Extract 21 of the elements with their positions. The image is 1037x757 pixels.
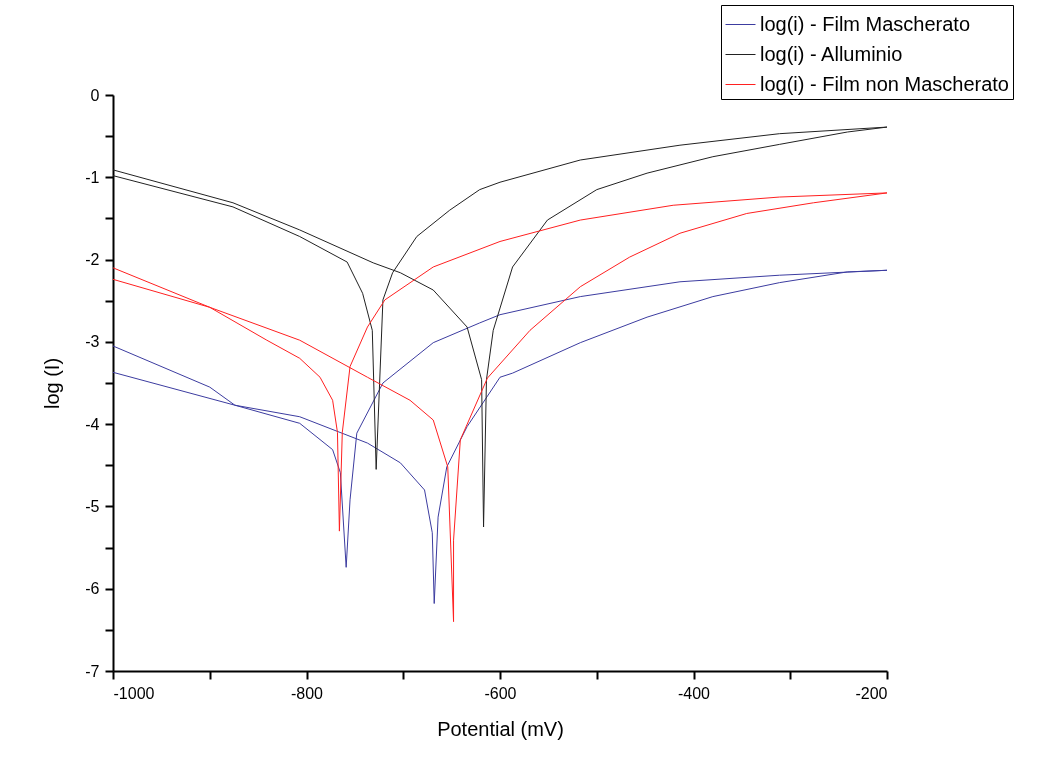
line-series bbox=[113, 192, 887, 623]
x-tick-label: -600 bbox=[484, 684, 517, 702]
legend-label: log(i) - Film Mascherato bbox=[760, 12, 971, 35]
x-tick-label: -400 bbox=[677, 684, 711, 702]
y-tick-label: 0 bbox=[90, 86, 100, 104]
y-tick-label: -4 bbox=[85, 415, 100, 433]
legend-label: log(i) - Alluminio bbox=[760, 42, 903, 65]
y-axis-title: log (I) bbox=[41, 357, 64, 410]
legend-label: log(i) - Film non Mascherato bbox=[760, 72, 1009, 95]
x-axis-title: Potential (mV) bbox=[437, 717, 564, 740]
x-tick-label: -1000 bbox=[113, 684, 155, 702]
line-series bbox=[113, 126, 887, 528]
y-tick-label: -1 bbox=[85, 168, 100, 186]
x-tick-label: -800 bbox=[290, 684, 324, 702]
y-tick-label: -6 bbox=[85, 580, 100, 598]
x-tick-label: -200 bbox=[855, 684, 888, 702]
y-tick-label: -7 bbox=[85, 662, 100, 680]
y-tick-label: -3 bbox=[85, 333, 100, 351]
line-series bbox=[113, 269, 887, 605]
y-tick-label: -5 bbox=[85, 497, 100, 515]
y-tick-label: -2 bbox=[85, 251, 100, 269]
